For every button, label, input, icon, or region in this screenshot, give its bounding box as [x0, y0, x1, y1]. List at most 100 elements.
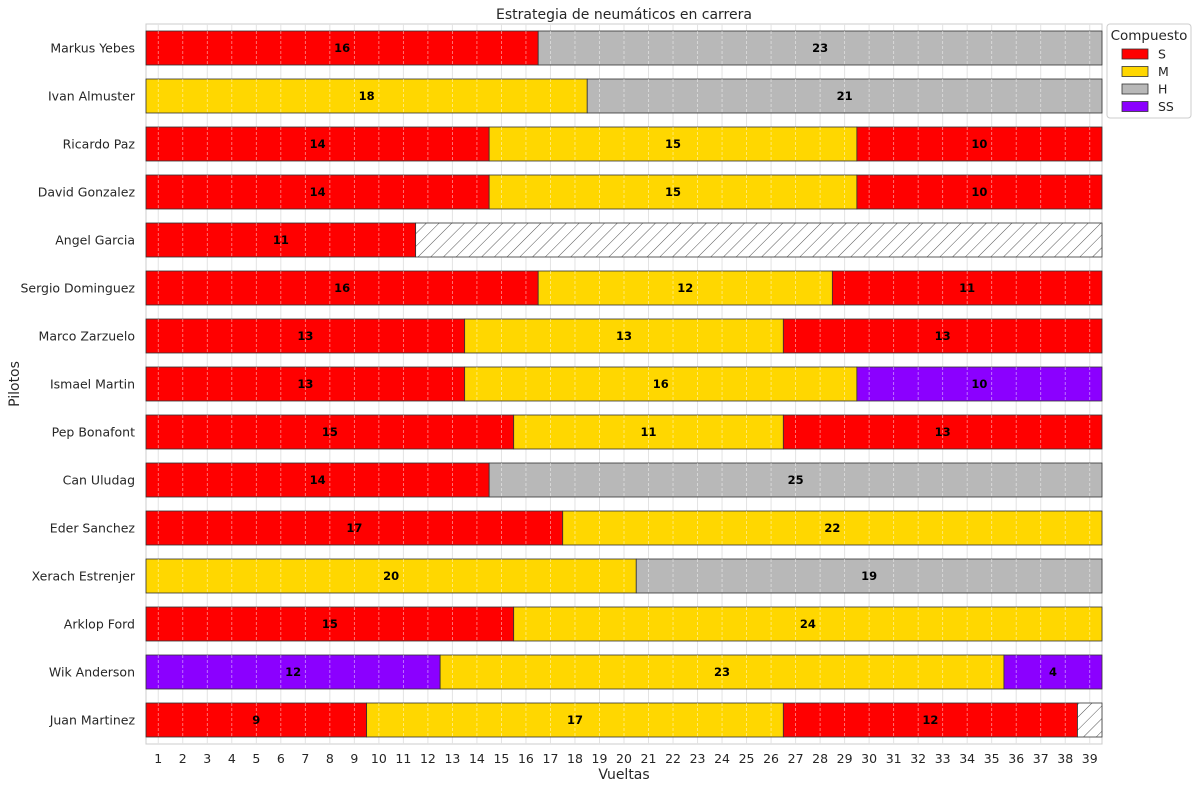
x-tick-label: 31 — [886, 751, 902, 766]
stint-label: 17 — [567, 713, 583, 727]
stint-label: 18 — [359, 89, 375, 103]
driver-name: Ricardo Paz — [63, 137, 136, 152]
x-tick-label: 9 — [350, 751, 358, 766]
x-axis-label: Vueltas — [598, 767, 649, 783]
legend-swatch — [1121, 48, 1149, 60]
stint-label: 4 — [1049, 665, 1057, 679]
stint-label: 14 — [310, 473, 326, 487]
x-tick-label: 6 — [277, 751, 285, 766]
stint-label: 15 — [322, 425, 338, 439]
stint-bar — [856, 126, 1103, 162]
y-axis-label: Pilotos — [7, 361, 23, 407]
driver-row: 12 23 4 — [145, 654, 1103, 690]
legend-label: M — [1158, 64, 1169, 79]
stint-label: 23 — [812, 41, 828, 55]
x-tick-label: 15 — [493, 751, 509, 766]
driver-name: Sergio Dominguez — [20, 281, 135, 296]
driver-row: 18 21 — [145, 78, 1103, 114]
legend: Compuesto SMH SS — [1106, 23, 1192, 119]
stint-label: 12 — [677, 281, 693, 295]
stint-bar — [856, 366, 1103, 402]
x-tick-label: 7 — [301, 751, 309, 766]
stint-label: 16 — [334, 41, 350, 55]
legend-title: Compuesto — [1111, 28, 1188, 44]
stint-label: 17 — [346, 521, 362, 535]
x-tick-label: 28 — [812, 751, 828, 766]
driver-name: Ismael Martin — [50, 377, 135, 392]
x-tick-label: 5 — [252, 751, 260, 766]
stint-label: 19 — [861, 569, 877, 583]
stint-label: 13 — [297, 329, 313, 343]
driver-row: 15 24 — [145, 606, 1103, 642]
x-tick-label: 27 — [788, 751, 804, 766]
stint-label: 12 — [285, 665, 301, 679]
x-tick-label: 34 — [959, 751, 975, 766]
stint-bar — [145, 30, 539, 66]
x-tick-label: 23 — [690, 751, 706, 766]
x-tick-label: 10 — [371, 751, 387, 766]
x-tick-label: 17 — [543, 751, 559, 766]
driver-row: 11 — [145, 222, 1103, 258]
driver-name: Ivan Almuster — [48, 89, 136, 104]
driver-row: 14 15 10 — [145, 126, 1103, 162]
y-tick-labels: Markus Yebes Ivan Almuster Ricardo Paz Davi… — [20, 41, 135, 728]
driver-name: Pep Bonafont — [52, 425, 135, 440]
driver-row: 16 12 11 — [145, 270, 1103, 306]
legend-item: H — [1121, 82, 1167, 97]
driver-name: Marco Zarzuelo — [39, 329, 135, 344]
driver-row: 13 13 13 — [145, 318, 1103, 354]
x-tick-label: 32 — [910, 751, 926, 766]
x-tick-label: 13 — [444, 751, 460, 766]
stint-bar — [782, 702, 1078, 738]
legend-label: S — [1158, 47, 1166, 62]
x-tick-label: 12 — [420, 751, 436, 766]
x-tick-label: 33 — [935, 751, 951, 766]
x-tick-label: 24 — [714, 751, 730, 766]
x-tick-label: 4 — [228, 751, 236, 766]
x-tick-label: 36 — [1008, 751, 1024, 766]
stint-bar — [513, 606, 1103, 642]
legend-label: SS — [1158, 99, 1174, 114]
stint-label: 13 — [297, 377, 313, 391]
x-tick-label: 30 — [861, 751, 877, 766]
x-tick-label: 25 — [739, 751, 755, 766]
stint-label: 24 — [800, 617, 816, 631]
stint-label: 11 — [273, 233, 289, 247]
driver-row: 17 22 — [145, 510, 1103, 546]
legend-label: H — [1158, 82, 1167, 97]
stint-label: 16 — [334, 281, 350, 295]
x-tick-label: 11 — [395, 751, 411, 766]
stint-label: 16 — [653, 377, 669, 391]
stint-label: 10 — [971, 185, 987, 199]
driver-row: 20 19 — [145, 558, 1103, 594]
stint-bar — [145, 270, 539, 306]
stint-label: 11 — [641, 425, 657, 439]
x-tick-label: 37 — [1033, 751, 1049, 766]
driver-row: 15 11 13 — [145, 414, 1103, 450]
legend-item: M — [1121, 64, 1169, 79]
legend-item: S — [1121, 47, 1166, 62]
stint-label: 25 — [788, 473, 804, 487]
x-tick-label: 26 — [763, 751, 779, 766]
x-tick-label: 3 — [203, 751, 211, 766]
x-tick-label: 22 — [665, 751, 681, 766]
stint-label: 22 — [824, 521, 840, 535]
driver-row: 9 17 12 — [145, 702, 1103, 738]
driver-name: Markus Yebes — [50, 41, 135, 56]
driver-name: Eder Sanchez — [50, 521, 136, 536]
x-tick-label: 38 — [1057, 751, 1073, 766]
x-tick-label: 1 — [154, 751, 162, 766]
stint-label: 13 — [935, 329, 951, 343]
legend-swatch — [1121, 101, 1149, 112]
x-tick-label: 14 — [469, 751, 485, 766]
driver-name: David Gonzalez — [38, 185, 136, 200]
stint-bar — [145, 174, 490, 210]
chart-title: Estrategia de neumáticos en carrera — [496, 7, 752, 23]
stint-bar — [1003, 654, 1103, 690]
stint-label: 11 — [959, 281, 975, 295]
stint-bar — [537, 270, 833, 306]
stint-label: 14 — [310, 137, 326, 151]
driver-name: Can Uludag — [63, 473, 135, 488]
